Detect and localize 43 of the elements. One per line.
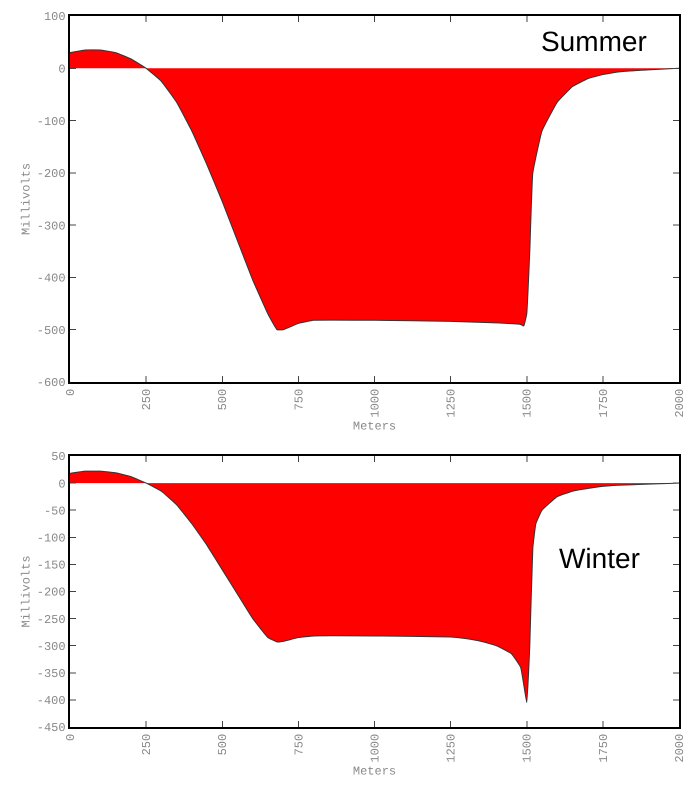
y-tick-label: 100: [44, 10, 66, 24]
x-tick-label: 1000: [368, 388, 382, 418]
y-tick-label: -300: [36, 640, 66, 654]
y-tick-label: 0: [58, 477, 66, 492]
y-tick-label: -600: [36, 376, 66, 390]
y-tick-label: -350: [36, 667, 66, 681]
x-tick-label: 1250: [444, 388, 459, 418]
x-tick-label: 250: [140, 388, 154, 410]
x-tick-label: 500: [216, 734, 230, 756]
y-tick-label: -400: [36, 272, 66, 286]
x-tick-label: 750: [292, 388, 306, 410]
x-axis-title: Meters: [352, 420, 396, 434]
y-tick-label: -500: [36, 324, 66, 338]
x-tick-label: 500: [216, 388, 230, 410]
y-tick-label: -100: [36, 532, 66, 546]
x-tick-label: 1500: [520, 388, 535, 418]
y-tick-label: -300: [36, 219, 66, 234]
y-tick-label: -400: [36, 694, 66, 708]
y-tick-label: 0: [58, 62, 66, 76]
x-tick-label: 2000: [672, 388, 687, 418]
y-tick-label: -50: [44, 504, 66, 518]
y-tick-label: -150: [36, 558, 66, 573]
annotation: Winter: [559, 543, 640, 574]
x-tick-label: 1750: [596, 388, 611, 418]
y-tick-label: -100: [36, 114, 66, 129]
x-tick-label: 1000: [368, 734, 382, 763]
x-tick-label: 1750: [596, 734, 611, 763]
y-tick-label: -200: [36, 586, 66, 600]
x-tick-label: 0: [64, 388, 78, 396]
annotation: Summer: [541, 26, 647, 57]
x-tick-label: 750: [292, 734, 306, 756]
y-tick-label: -200: [36, 167, 66, 182]
x-tick-label: 0: [64, 734, 78, 742]
y-tick-label: -450: [36, 721, 66, 736]
x-tick-label: 250: [140, 734, 154, 756]
y-tick-label: 50: [51, 450, 66, 464]
x-tick-label: 2000: [672, 734, 687, 763]
y-axis-title: Millivolts: [20, 555, 34, 628]
y-axis-title: Millivolts: [20, 162, 34, 236]
x-tick-label: 1500: [520, 734, 535, 763]
x-axis-title: Meters: [352, 764, 396, 779]
x-tick-label: 1250: [444, 734, 459, 763]
y-tick-label: -250: [36, 612, 66, 627]
